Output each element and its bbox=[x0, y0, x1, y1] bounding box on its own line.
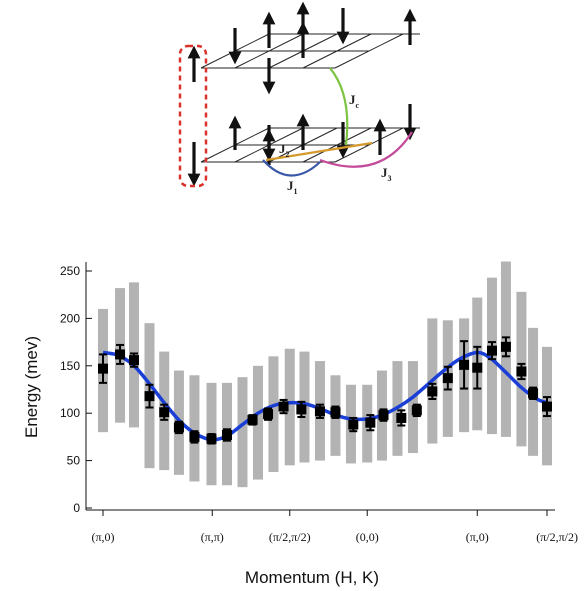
data-point bbox=[159, 407, 170, 418]
j3-label: J3 bbox=[381, 165, 392, 183]
jc-label: Jc bbox=[349, 92, 360, 110]
data-point bbox=[500, 341, 511, 352]
data-point bbox=[144, 391, 155, 402]
data-point bbox=[115, 349, 126, 360]
data-point bbox=[396, 412, 407, 423]
x-axis-title: Momentum (H, K) bbox=[245, 568, 379, 587]
data-point bbox=[296, 404, 307, 415]
y-tick-label: 50 bbox=[67, 454, 81, 468]
data-point bbox=[189, 431, 200, 442]
jc-coupling-arc bbox=[329, 67, 349, 146]
data-point bbox=[365, 417, 376, 428]
y-tick-label: 100 bbox=[60, 406, 80, 420]
dimer-highlight-box bbox=[178, 44, 208, 188]
x-tick-label: (0,0) bbox=[356, 530, 379, 544]
data-point bbox=[472, 362, 483, 373]
y-axis-title: Energy (mev) bbox=[22, 336, 41, 438]
y-tick-label: 250 bbox=[60, 264, 80, 278]
x-tick-label: (π,0) bbox=[466, 530, 489, 544]
y-tick-label: 200 bbox=[60, 311, 80, 325]
continuum-band bbox=[252, 365, 263, 480]
j2-coupling-line bbox=[265, 141, 373, 162]
y-axis-ticks: 0 50 100 150 200 250 bbox=[60, 264, 92, 515]
data-point bbox=[459, 359, 470, 370]
continuum-band bbox=[284, 348, 295, 466]
j2-label: J2 bbox=[279, 141, 290, 159]
spin-arrows-upper bbox=[187, 1, 417, 95]
data-point bbox=[486, 345, 497, 356]
data-point bbox=[516, 366, 527, 377]
data-point bbox=[442, 373, 453, 384]
data-point bbox=[314, 406, 325, 417]
data-point bbox=[542, 401, 552, 412]
j1-label: J1 bbox=[287, 178, 298, 196]
data-point bbox=[378, 410, 389, 421]
x-tick-label: (π/2,π/2) bbox=[536, 530, 578, 544]
spin-arrows-lower bbox=[187, 104, 417, 187]
data-point bbox=[221, 430, 232, 441]
data-point bbox=[247, 414, 258, 425]
data-point bbox=[427, 386, 438, 397]
data-points bbox=[98, 341, 552, 444]
data-point bbox=[128, 355, 139, 366]
data-point bbox=[411, 405, 422, 416]
x-axis-ticks: (π,0) (π,π) (π/2,π/2) (0,0) (π,0) (π/2,π/2) bbox=[91, 510, 578, 544]
y-tick-label: 150 bbox=[60, 359, 80, 373]
continuum-bands bbox=[98, 261, 552, 488]
x-tick-label: (π/2,π/2) bbox=[269, 530, 311, 544]
data-point bbox=[330, 407, 341, 418]
data-point bbox=[263, 409, 274, 420]
j3-coupling-arc bbox=[319, 131, 413, 168]
j1-coupling-arc bbox=[262, 159, 321, 177]
data-point bbox=[206, 433, 217, 444]
x-tick-label: (π,π) bbox=[201, 530, 224, 544]
dispersion-chart: 0 50 100 150 200 250 (π,0) (π,π) (π/2,π/2) (0,0)… bbox=[22, 261, 578, 587]
data-point bbox=[173, 422, 184, 433]
data-point bbox=[348, 419, 359, 430]
y-tick-label: 0 bbox=[73, 501, 80, 515]
data-point bbox=[98, 363, 108, 374]
continuum-band bbox=[268, 356, 279, 472]
spin-lattice-diagram: Jc J1 J2 J3 bbox=[178, 1, 420, 196]
continuum-band bbox=[189, 375, 200, 482]
fit-curve bbox=[102, 350, 548, 442]
data-point bbox=[278, 401, 289, 412]
data-point bbox=[528, 388, 539, 399]
x-tick-label: (π,0) bbox=[91, 530, 114, 544]
continuum-band bbox=[237, 377, 248, 488]
